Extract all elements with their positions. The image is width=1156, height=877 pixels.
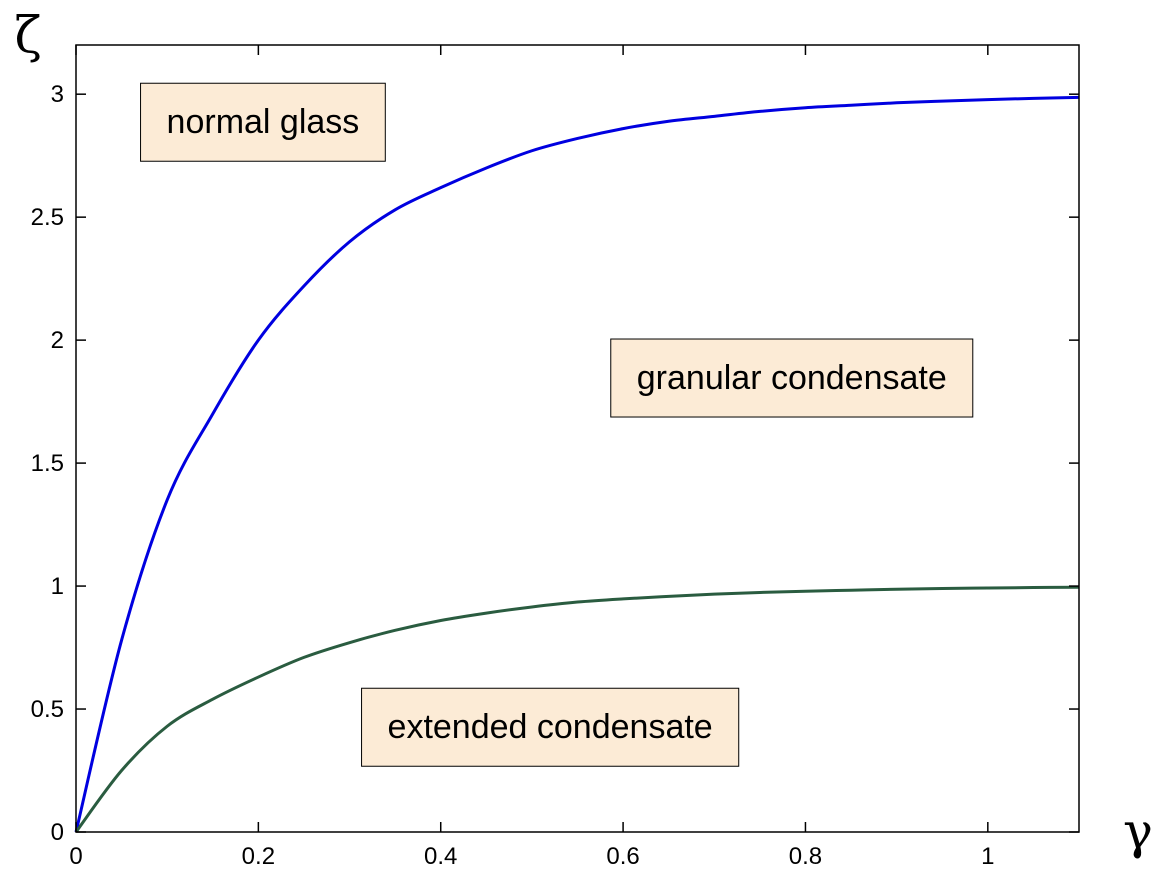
y-tick-label: 2.5 (31, 204, 64, 231)
region-label: extended condensate (388, 708, 713, 746)
annotations-layer: normal glass granular condensate extended … (140, 82, 974, 767)
annotation-box (140, 82, 386, 162)
region-annotation-2: granular condensate (610, 338, 974, 418)
x-axis-label: γ (1123, 802, 1153, 860)
x-tick-label: 0.8 (789, 843, 822, 870)
x-tick-label: 0.2 (242, 843, 275, 870)
curves-layer (74, 95, 1080, 833)
axes-layer: 0 0.2 0.4 0.6 0.8 1 0 0.5 1 1.5 2 2.5 3 (31, 44, 1080, 870)
region-label: normal glass (167, 103, 360, 141)
y-tick-label: 2 (51, 327, 64, 354)
annotation-box (361, 687, 740, 767)
series-line-1 (74, 95, 1080, 833)
y-tick-label: 1.5 (31, 450, 64, 477)
y-tick-label: 3 (51, 81, 64, 108)
region-annotation-1: normal glass (140, 82, 386, 162)
y-tick-label: 1 (51, 573, 64, 600)
x-tick-label: 1 (981, 843, 994, 870)
series-line-2 (74, 585, 1080, 833)
region-label: granular condensate (637, 359, 947, 397)
y-tick-label: 0.5 (31, 696, 64, 723)
y-axis-label: ζ (14, 6, 41, 64)
x-tick-label: 0.6 (606, 843, 639, 870)
x-tick-label: 0.4 (424, 843, 457, 870)
annotation-box (610, 338, 974, 418)
x-tick-label: 0 (69, 843, 82, 870)
region-annotation-3: extended condensate (361, 687, 740, 767)
y-tick-label: 0 (51, 819, 64, 846)
plot-frame (75, 44, 1080, 833)
